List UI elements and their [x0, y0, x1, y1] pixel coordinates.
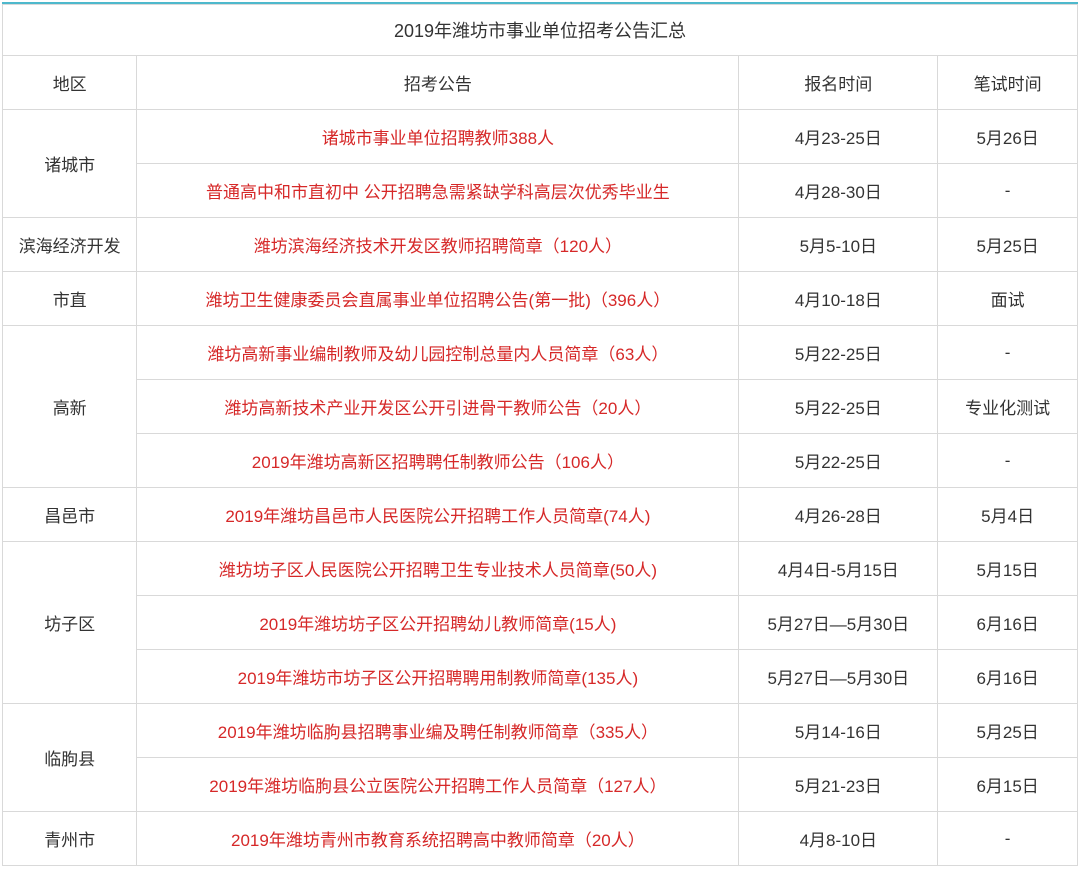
- recruitment-table: 2019年潍坊市事业单位招考公告汇总 地区 招考公告 报名时间 笔试时间 诸城市…: [2, 4, 1078, 866]
- title-row: 2019年潍坊市事业单位招考公告汇总: [3, 5, 1078, 56]
- exam-date-cell: -: [938, 326, 1078, 380]
- header-regdate: 报名时间: [739, 56, 938, 110]
- exam-date-cell: 6月16日: [938, 596, 1078, 650]
- announcement-link[interactable]: 2019年潍坊临朐县招聘事业编及聘任制教师简章（335人）: [137, 704, 739, 758]
- reg-date-cell: 5月22-25日: [739, 380, 938, 434]
- announcement-link[interactable]: 潍坊滨海经济技术开发区教师招聘简章（120人）: [137, 218, 739, 272]
- announcement-link[interactable]: 2019年潍坊青州市教育系统招聘高中教师简章（20人）: [137, 812, 739, 866]
- reg-date-cell: 4月4日-5月15日: [739, 542, 938, 596]
- table-row: 市直潍坊卫生健康委员会直属事业单位招聘公告(第一批)（396人）4月10-18日…: [3, 272, 1078, 326]
- announcement-link[interactable]: 诸城市事业单位招聘教师388人: [137, 110, 739, 164]
- announcement-link[interactable]: 潍坊坊子区人民医院公开招聘卫生专业技术人员简章(50人): [137, 542, 739, 596]
- exam-date-cell: 5月15日: [938, 542, 1078, 596]
- announcement-link[interactable]: 2019年潍坊昌邑市人民医院公开招聘工作人员简章(74人): [137, 488, 739, 542]
- exam-date-cell: 6月15日: [938, 758, 1078, 812]
- region-cell: 临朐县: [3, 704, 137, 812]
- region-cell: 青州市: [3, 812, 137, 866]
- announcement-link[interactable]: 潍坊高新事业编制教师及幼儿园控制总量内人员简章（63人）: [137, 326, 739, 380]
- table-container: 2019年潍坊市事业单位招考公告汇总 地区 招考公告 报名时间 笔试时间 诸城市…: [2, 2, 1078, 866]
- header-row: 地区 招考公告 报名时间 笔试时间: [3, 56, 1078, 110]
- table-title: 2019年潍坊市事业单位招考公告汇总: [3, 5, 1078, 56]
- announcement-link[interactable]: 2019年潍坊坊子区公开招聘幼儿教师简章(15人): [137, 596, 739, 650]
- region-cell: 高新: [3, 326, 137, 488]
- exam-date-cell: 面试: [938, 272, 1078, 326]
- region-cell: 坊子区: [3, 542, 137, 704]
- header-examdate: 笔试时间: [938, 56, 1078, 110]
- header-announcement: 招考公告: [137, 56, 739, 110]
- reg-date-cell: 5月27日—5月30日: [739, 650, 938, 704]
- exam-date-cell: 6月16日: [938, 650, 1078, 704]
- reg-date-cell: 5月21-23日: [739, 758, 938, 812]
- table-row: 2019年潍坊高新区招聘聘任制教师公告（106人）5月22-25日-: [3, 434, 1078, 488]
- table-row: 滨海经济开发潍坊滨海经济技术开发区教师招聘简章（120人）5月5-10日5月25…: [3, 218, 1078, 272]
- table-row: 2019年潍坊市坊子区公开招聘聘用制教师简章(135人)5月27日—5月30日6…: [3, 650, 1078, 704]
- region-cell: 昌邑市: [3, 488, 137, 542]
- table-row: 2019年潍坊临朐县公立医院公开招聘工作人员简章（127人）5月21-23日6月…: [3, 758, 1078, 812]
- reg-date-cell: 4月10-18日: [739, 272, 938, 326]
- exam-date-cell: 5月25日: [938, 704, 1078, 758]
- table-row: 诸城市诸城市事业单位招聘教师388人4月23-25日5月26日: [3, 110, 1078, 164]
- table-row: 潍坊高新技术产业开发区公开引进骨干教师公告（20人）5月22-25日专业化测试: [3, 380, 1078, 434]
- exam-date-cell: -: [938, 812, 1078, 866]
- table-row: 坊子区潍坊坊子区人民医院公开招聘卫生专业技术人员简章(50人)4月4日-5月15…: [3, 542, 1078, 596]
- reg-date-cell: 4月26-28日: [739, 488, 938, 542]
- reg-date-cell: 5月22-25日: [739, 326, 938, 380]
- table-row: 高新潍坊高新事业编制教师及幼儿园控制总量内人员简章（63人）5月22-25日-: [3, 326, 1078, 380]
- announcement-link[interactable]: 2019年潍坊高新区招聘聘任制教师公告（106人）: [137, 434, 739, 488]
- exam-date-cell: 专业化测试: [938, 380, 1078, 434]
- table-row: 2019年潍坊坊子区公开招聘幼儿教师简章(15人)5月27日—5月30日6月16…: [3, 596, 1078, 650]
- announcement-link[interactable]: 潍坊高新技术产业开发区公开引进骨干教师公告（20人）: [137, 380, 739, 434]
- table-row: 青州市2019年潍坊青州市教育系统招聘高中教师简章（20人）4月8-10日-: [3, 812, 1078, 866]
- header-region: 地区: [3, 56, 137, 110]
- exam-date-cell: -: [938, 164, 1078, 218]
- announcement-link[interactable]: 普通高中和市直初中 公开招聘急需紧缺学科高层次优秀毕业生: [137, 164, 739, 218]
- region-cell: 滨海经济开发: [3, 218, 137, 272]
- exam-date-cell: 5月25日: [938, 218, 1078, 272]
- reg-date-cell: 4月23-25日: [739, 110, 938, 164]
- reg-date-cell: 5月14-16日: [739, 704, 938, 758]
- region-cell: 诸城市: [3, 110, 137, 218]
- announcement-link[interactable]: 2019年潍坊临朐县公立医院公开招聘工作人员简章（127人）: [137, 758, 739, 812]
- reg-date-cell: 4月28-30日: [739, 164, 938, 218]
- table-row: 普通高中和市直初中 公开招聘急需紧缺学科高层次优秀毕业生4月28-30日-: [3, 164, 1078, 218]
- exam-date-cell: 5月26日: [938, 110, 1078, 164]
- exam-date-cell: -: [938, 434, 1078, 488]
- reg-date-cell: 4月8-10日: [739, 812, 938, 866]
- table-row: 临朐县2019年潍坊临朐县招聘事业编及聘任制教师简章（335人）5月14-16日…: [3, 704, 1078, 758]
- reg-date-cell: 5月22-25日: [739, 434, 938, 488]
- announcement-link[interactable]: 潍坊卫生健康委员会直属事业单位招聘公告(第一批)（396人）: [137, 272, 739, 326]
- table-row: 昌邑市2019年潍坊昌邑市人民医院公开招聘工作人员简章(74人)4月26-28日…: [3, 488, 1078, 542]
- reg-date-cell: 5月5-10日: [739, 218, 938, 272]
- announcement-link[interactable]: 2019年潍坊市坊子区公开招聘聘用制教师简章(135人): [137, 650, 739, 704]
- exam-date-cell: 5月4日: [938, 488, 1078, 542]
- region-cell: 市直: [3, 272, 137, 326]
- reg-date-cell: 5月27日—5月30日: [739, 596, 938, 650]
